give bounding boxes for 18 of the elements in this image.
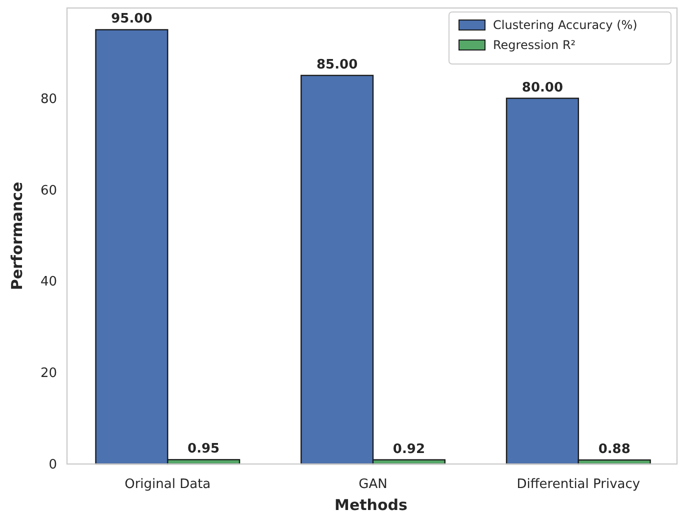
y-tick-label: 0 [48,458,57,473]
data-label: 0.95 [188,442,220,457]
x-tick-label: Differential Privacy [516,477,640,492]
y-tick-label: 20 [40,366,57,382]
data-label: 0.88 [598,442,630,457]
x-tick-label: Original Data [124,477,211,492]
x-axis-title: Methods [334,496,408,514]
y-tick-label: 40 [40,274,57,290]
legend-label: Clustering Accuracy (%) [493,18,638,32]
data-label: 85.00 [316,57,358,72]
y-axis-title: Performance [8,182,26,290]
data-label: 80.00 [522,80,564,96]
data-label: 95.00 [111,12,152,27]
y-tick-label: 60 [40,183,57,198]
data-label: 0.92 [392,442,426,457]
legend-label: Regression R² [493,38,576,52]
y-tick-label: 80 [40,92,57,107]
x-tick-label: GAN [358,477,388,492]
